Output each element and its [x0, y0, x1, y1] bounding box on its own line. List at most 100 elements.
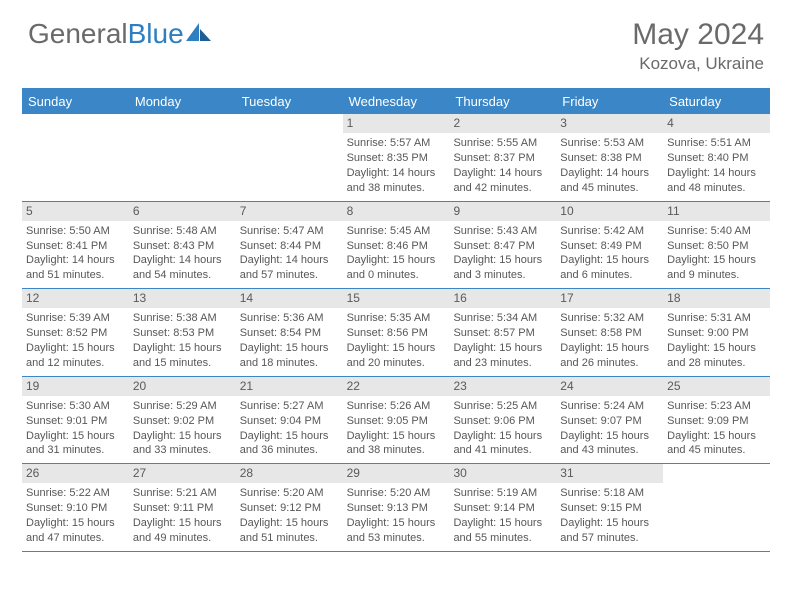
- day-info-line: Sunrise: 5:50 AM: [26, 224, 125, 239]
- day-cell: 7Sunrise: 5:47 AMSunset: 8:44 PMDaylight…: [236, 202, 343, 289]
- day-info-line: Sunset: 9:15 PM: [560, 501, 659, 516]
- day-number: 8: [343, 202, 450, 221]
- day-info-line: Sunrise: 5:51 AM: [667, 136, 766, 151]
- day-info-line: and 28 minutes.: [667, 356, 766, 371]
- day-number: [236, 114, 343, 133]
- day-info-line: Daylight: 15 hours: [133, 429, 232, 444]
- day-info-line: Sunset: 9:02 PM: [133, 414, 232, 429]
- day-number: 18: [663, 289, 770, 308]
- logo-sail-icon: [186, 18, 212, 50]
- day-info-line: Daylight: 15 hours: [133, 341, 232, 356]
- weekday-header: Friday: [556, 90, 663, 114]
- day-info-line: Sunrise: 5:18 AM: [560, 486, 659, 501]
- day-info-line: and 49 minutes.: [133, 531, 232, 546]
- day-info-line: Sunrise: 5:23 AM: [667, 399, 766, 414]
- day-number: [129, 114, 236, 133]
- day-cell: 28Sunrise: 5:20 AMSunset: 9:12 PMDayligh…: [236, 464, 343, 551]
- location: Kozova, Ukraine: [632, 54, 764, 74]
- day-cell: 8Sunrise: 5:45 AMSunset: 8:46 PMDaylight…: [343, 202, 450, 289]
- day-info-line: Sunrise: 5:25 AM: [453, 399, 552, 414]
- day-number: 20: [129, 377, 236, 396]
- day-cell: 27Sunrise: 5:21 AMSunset: 9:11 PMDayligh…: [129, 464, 236, 551]
- day-info-line: Sunset: 9:00 PM: [667, 326, 766, 341]
- day-number: 1: [343, 114, 450, 133]
- day-info-line: Sunrise: 5:36 AM: [240, 311, 339, 326]
- day-info-line: Sunrise: 5:57 AM: [347, 136, 446, 151]
- day-cell: 19Sunrise: 5:30 AMSunset: 9:01 PMDayligh…: [22, 377, 129, 464]
- day-number: 15: [343, 289, 450, 308]
- day-number: 30: [449, 464, 556, 483]
- day-info-line: Sunset: 8:49 PM: [560, 239, 659, 254]
- weekday-header: Wednesday: [343, 90, 450, 114]
- day-info-line: and 45 minutes.: [667, 443, 766, 458]
- day-info-line: Sunset: 8:40 PM: [667, 151, 766, 166]
- day-cell: 23Sunrise: 5:25 AMSunset: 9:06 PMDayligh…: [449, 377, 556, 464]
- day-cell: 15Sunrise: 5:35 AMSunset: 8:56 PMDayligh…: [343, 289, 450, 376]
- day-info-line: and 15 minutes.: [133, 356, 232, 371]
- day-number: 12: [22, 289, 129, 308]
- day-info-line: Sunrise: 5:45 AM: [347, 224, 446, 239]
- day-cell: 29Sunrise: 5:20 AMSunset: 9:13 PMDayligh…: [343, 464, 450, 551]
- day-info-line: and 23 minutes.: [453, 356, 552, 371]
- day-info-line: Daylight: 15 hours: [26, 516, 125, 531]
- weekday-header: Monday: [129, 90, 236, 114]
- weekday-header: Saturday: [663, 90, 770, 114]
- day-info-line: Sunset: 9:01 PM: [26, 414, 125, 429]
- day-info-line: Daylight: 14 hours: [240, 253, 339, 268]
- day-info-line: and 57 minutes.: [240, 268, 339, 283]
- day-number: 19: [22, 377, 129, 396]
- day-number: 22: [343, 377, 450, 396]
- day-number: 27: [129, 464, 236, 483]
- day-number: [22, 114, 129, 133]
- day-info-line: Sunrise: 5:21 AM: [133, 486, 232, 501]
- day-info-line: and 53 minutes.: [347, 531, 446, 546]
- title-block: May 2024 Kozova, Ukraine: [632, 18, 764, 74]
- day-info-line: Sunrise: 5:22 AM: [26, 486, 125, 501]
- day-cell: [663, 464, 770, 551]
- day-info-line: Daylight: 15 hours: [453, 429, 552, 444]
- day-info-line: and 20 minutes.: [347, 356, 446, 371]
- logo: GeneralBlue: [28, 18, 212, 50]
- logo-part1: General: [28, 18, 128, 50]
- week-row: 1Sunrise: 5:57 AMSunset: 8:35 PMDaylight…: [22, 114, 770, 202]
- day-info-line: Daylight: 15 hours: [667, 341, 766, 356]
- day-info-line: and 41 minutes.: [453, 443, 552, 458]
- week-row: 19 Sunrise: 5:30 AMSunset: 9:01 PM Dayligh…: [22, 377, 770, 465]
- logo-part2: Blue: [128, 18, 184, 50]
- day-cell: 16Sunrise: 5:34 AMSunset: 8:57 PMDayligh…: [449, 289, 556, 376]
- day-info-line: Daylight: 15 hours: [347, 516, 446, 531]
- day-info-line: Sunset: 9:07 PM: [560, 414, 659, 429]
- weekday-header: Tuesday: [236, 90, 343, 114]
- day-info-line: Sunrise: 5:42 AM: [560, 224, 659, 239]
- day-info-line: and 45 minutes.: [560, 181, 659, 196]
- day-info-line: Daylight: 15 hours: [240, 429, 339, 444]
- day-number: [663, 464, 770, 483]
- day-cell: 10Sunrise: 5:42 AMSunset: 8:49 PMDayligh…: [556, 202, 663, 289]
- day-info-line: Sunset: 9:09 PM: [667, 414, 766, 429]
- day-info-line: and 57 minutes.: [560, 531, 659, 546]
- weeks-container: 1Sunrise: 5:57 AMSunset: 8:35 PMDaylight…: [22, 114, 770, 552]
- day-number: 2: [449, 114, 556, 133]
- day-info-line: Sunrise: 5:26 AM: [347, 399, 446, 414]
- day-info-line: and 0 minutes.: [347, 268, 446, 283]
- day-cell: 31Sunrise: 5:18 AMSunset: 9:15 PMDayligh…: [556, 464, 663, 551]
- day-info-line: Sunset: 9:12 PM: [240, 501, 339, 516]
- day-number: 17: [556, 289, 663, 308]
- day-info-line: Sunrise: 5:30 AM: [26, 399, 125, 414]
- day-info-line: Daylight: 15 hours: [347, 341, 446, 356]
- day-number: 29: [343, 464, 450, 483]
- day-cell: 9Sunrise: 5:43 AMSunset: 8:47 PMDaylight…: [449, 202, 556, 289]
- day-number: 5: [22, 202, 129, 221]
- day-number: 31: [556, 464, 663, 483]
- day-info-line: Sunset: 9:04 PM: [240, 414, 339, 429]
- day-info-line: and 3 minutes.: [453, 268, 552, 283]
- day-number: 28: [236, 464, 343, 483]
- day-cell: 20Sunrise: 5:29 AMSunset: 9:02 PMDayligh…: [129, 377, 236, 464]
- day-info-line: Sunset: 8:47 PM: [453, 239, 552, 254]
- day-cell: 4Sunrise: 5:51 AMSunset: 8:40 PMDaylight…: [663, 114, 770, 201]
- day-number: 4: [663, 114, 770, 133]
- day-info-line: and 38 minutes.: [347, 443, 446, 458]
- day-info-line: and 6 minutes.: [560, 268, 659, 283]
- day-info-line: Sunset: 8:54 PM: [240, 326, 339, 341]
- day-cell: [22, 114, 129, 201]
